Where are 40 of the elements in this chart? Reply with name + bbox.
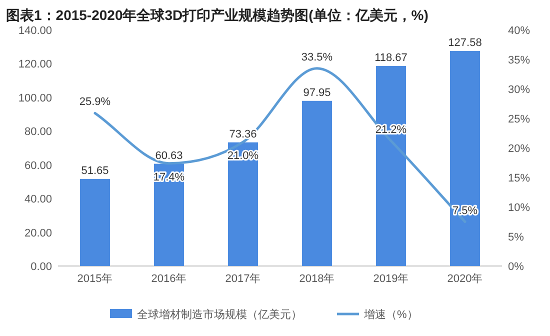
x-tick-label: 2016年 [151, 273, 187, 285]
data-label: 97.95 [303, 86, 331, 99]
bar [154, 164, 184, 266]
y2-tick-label: 40% [508, 25, 530, 37]
y2-tick-label: 10% [508, 202, 530, 214]
y2-tick-label: 5% [508, 232, 524, 244]
y2-tick-label: 25% [508, 114, 530, 126]
chart-title: 图表1：2015-2020年全球3D打印产业规模趋势图(单位：亿美元，%) [6, 7, 428, 23]
data-label: 7.5% [452, 204, 478, 217]
y2-tick-label: 30% [508, 84, 530, 96]
legend-label: 增速（%） [363, 308, 418, 321]
y2-tick-label: 35% [508, 54, 530, 66]
data-label: 33.5% [301, 51, 333, 64]
x-tick-label: 2020年 [447, 273, 483, 285]
bar [228, 142, 258, 266]
y-tick-label: 100.00 [18, 92, 52, 104]
bar [450, 50, 480, 266]
y2-tick-label: 15% [508, 172, 530, 184]
y-tick-label: 40.00 [24, 194, 52, 206]
y2-tick-label: 0% [508, 261, 524, 273]
data-label: 25.9% [79, 96, 111, 108]
bar [376, 66, 406, 266]
y2-tick-label: 20% [508, 143, 530, 155]
bar [302, 100, 332, 266]
y-tick-label: 140.00 [18, 25, 52, 37]
y-tick-label: 60.00 [24, 160, 52, 172]
y-tick-label: 80.00 [24, 126, 52, 138]
x-tick-label: 2019年 [373, 273, 409, 285]
y-tick-label: 0.00 [30, 261, 52, 273]
y-tick-label: 120.00 [18, 58, 52, 71]
data-label: 127.58 [448, 36, 482, 49]
x-tick-label: 2015年 [77, 273, 113, 285]
legend-label: 全球增材制造市场规模（亿美元） [137, 308, 302, 321]
data-label: 118.67 [374, 52, 408, 64]
x-tick-label: 2018年 [299, 273, 335, 285]
y-tick-label: 20.00 [24, 227, 52, 240]
x-tick-label: 2017年 [225, 273, 261, 285]
bar [80, 178, 110, 266]
data-label: 51.65 [81, 164, 109, 177]
data-label: 60.63 [155, 150, 183, 162]
